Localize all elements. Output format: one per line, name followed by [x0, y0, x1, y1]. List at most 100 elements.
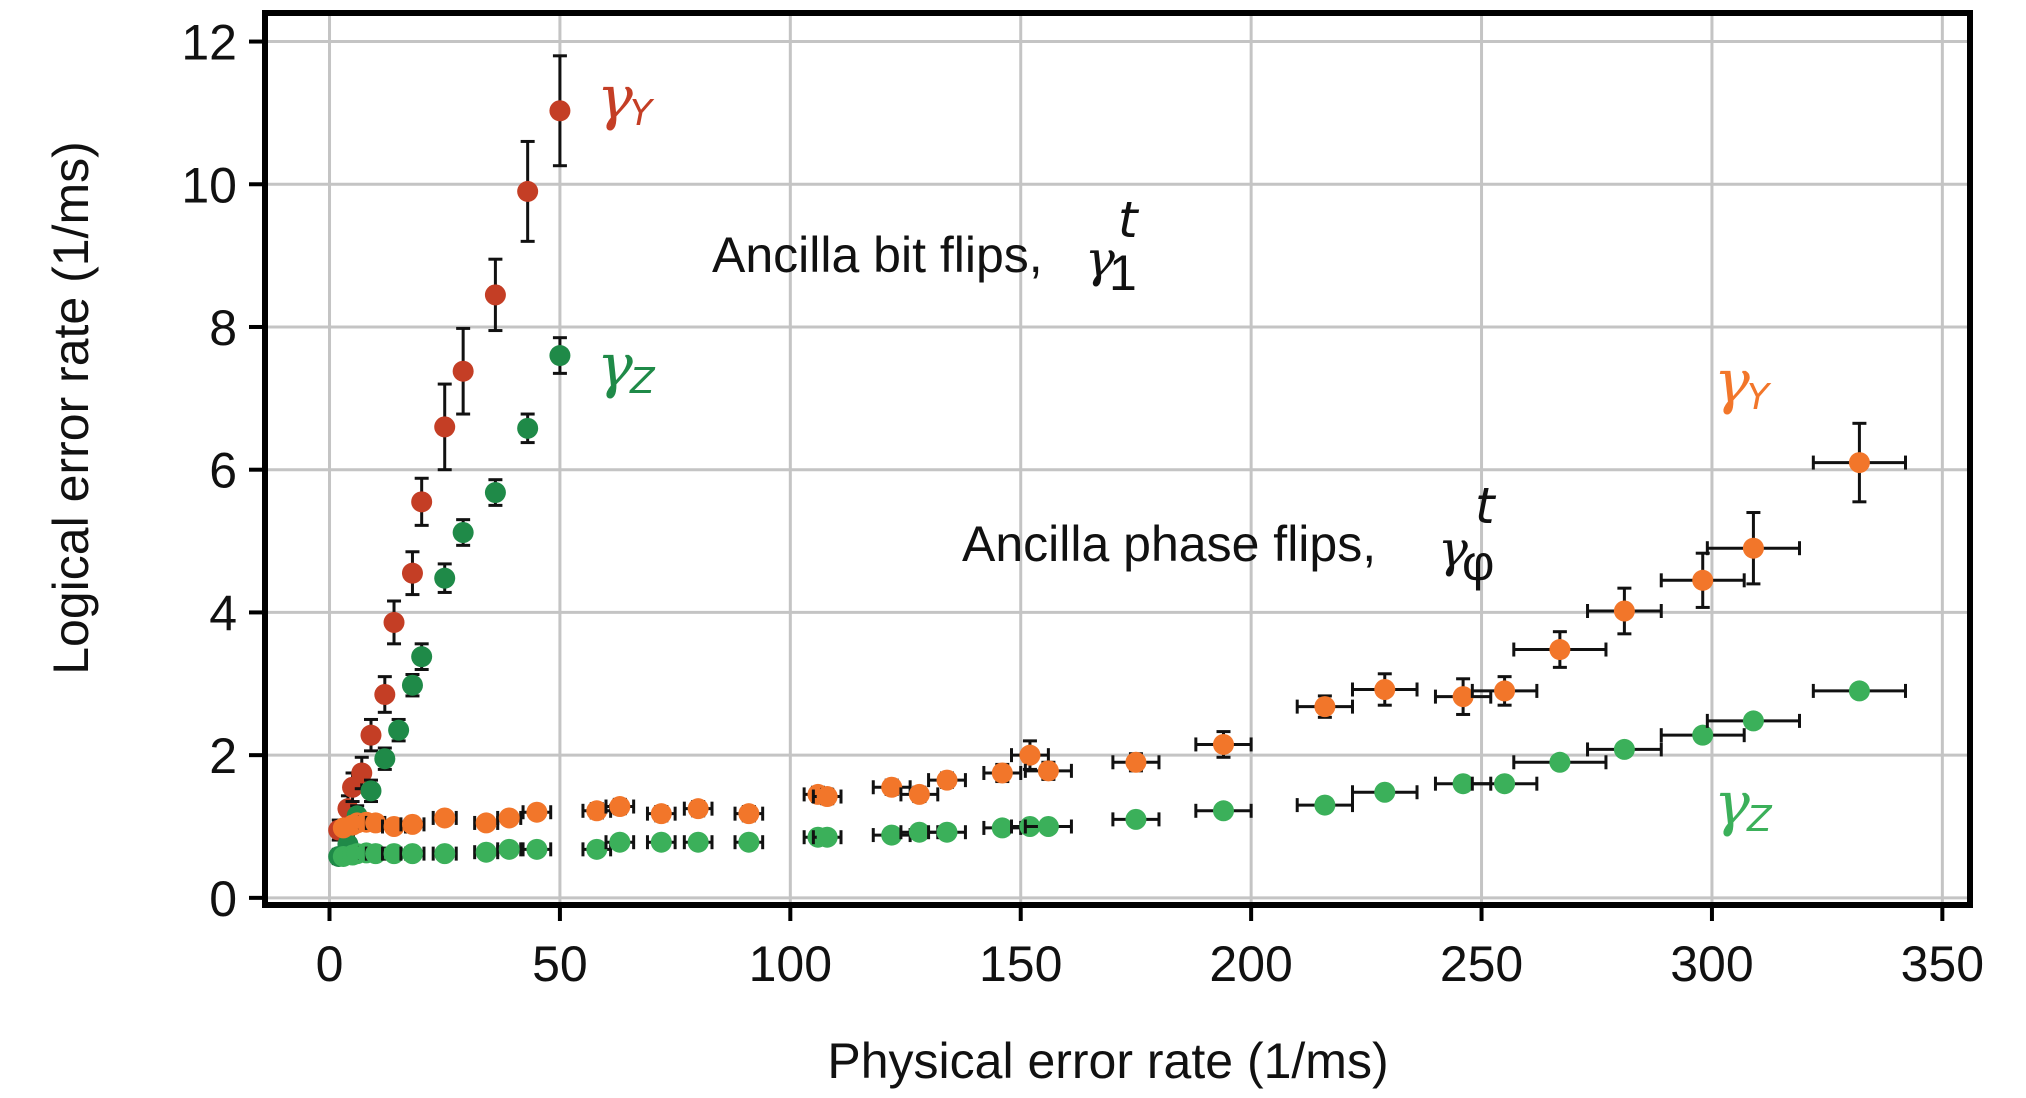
data-point [411, 646, 433, 668]
data-point [816, 786, 838, 808]
series-label-subscript: Y [1747, 377, 1772, 418]
data-point [687, 831, 709, 853]
data-point [498, 807, 520, 829]
data-point [452, 522, 474, 544]
data-point [586, 838, 608, 860]
data-point [401, 674, 423, 696]
data-point [1037, 816, 1059, 838]
data-point [401, 843, 423, 865]
data-point [434, 843, 456, 865]
data-point [1374, 678, 1396, 700]
data-point [475, 812, 497, 834]
series-label-symbol: γ [1714, 769, 1750, 839]
data-point [609, 831, 631, 853]
gamma-symbol: γ [1438, 520, 1468, 578]
series-label-subscript: Z [629, 361, 656, 402]
data-point [365, 812, 387, 834]
y-tick-label: 10 [181, 157, 237, 213]
error-bar [1705, 511, 1801, 586]
data-point [526, 838, 548, 860]
data-point [498, 838, 520, 860]
data-point [484, 482, 506, 504]
plot-frame [262, 10, 1973, 908]
data-point [609, 796, 631, 818]
data-point [881, 824, 903, 846]
data-point [738, 803, 760, 825]
data-point [401, 813, 423, 835]
data-point [991, 762, 1013, 784]
data-point [1742, 710, 1764, 732]
x-tick-label: 200 [1209, 936, 1292, 992]
data-point [1452, 773, 1474, 795]
grid [265, 13, 1970, 905]
data-point [383, 816, 405, 838]
series-label-symbol: γ [597, 63, 633, 133]
data-point [1613, 600, 1635, 622]
data-point [1549, 639, 1571, 661]
data-point [484, 284, 506, 306]
data-point [374, 748, 396, 770]
series-label-subscript: Z [1746, 799, 1773, 840]
x-tick-label: 300 [1670, 936, 1753, 992]
data-point [586, 800, 608, 822]
annotation-subscript: φ [1462, 535, 1494, 591]
annotation-phase-flips-label: Ancilla phase flips, [962, 516, 1376, 572]
data-point [650, 831, 672, 853]
data-point [881, 776, 903, 798]
y-axis-title: Logical error rate (1/ms) [43, 141, 99, 675]
series-phase_gY [332, 421, 1907, 839]
data-point [1848, 680, 1870, 702]
annotation-phase-flips: Ancilla phase flips, γ t φ [962, 477, 1497, 591]
y-tick-label: 12 [181, 15, 237, 71]
x-tick-label: 350 [1901, 936, 1984, 992]
data-point [908, 783, 930, 805]
data-point [936, 769, 958, 791]
data-point [1314, 794, 1336, 816]
data-point [1742, 537, 1764, 559]
data-point [1549, 751, 1571, 773]
data-point [1848, 452, 1870, 474]
data-point [360, 724, 382, 746]
x-tick-label: 250 [1440, 936, 1523, 992]
annotation-subscript: 1 [1109, 245, 1137, 301]
series-label-symbol: γ [1714, 347, 1750, 417]
x-axis-title: Physical error rate (1/ms) [827, 1033, 1388, 1089]
data-point [526, 801, 548, 823]
data-point [383, 611, 405, 633]
series-label-subscript: Y [630, 93, 655, 134]
y-tick-label: 6 [209, 443, 237, 499]
data-point [687, 798, 709, 820]
data-point [434, 567, 456, 589]
data-point [351, 762, 373, 784]
series-label-bit-gZ: γ Z [597, 331, 656, 402]
data-point [383, 843, 405, 865]
y-tick-label: 8 [209, 300, 237, 356]
series-label-bit-gY: γ Y [597, 63, 655, 134]
x-tick-label: 0 [316, 936, 344, 992]
data-point [434, 807, 456, 829]
data-point [1125, 751, 1147, 773]
data-point [517, 417, 539, 439]
data-point [374, 683, 396, 705]
data-point [738, 831, 760, 853]
data-point [452, 360, 474, 382]
annotation-bit-flips-label: Ancilla bit flips, [712, 227, 1043, 283]
data-point [411, 491, 433, 513]
data-point [1494, 680, 1516, 702]
data-point [1314, 696, 1336, 718]
data-point [816, 826, 838, 848]
data-point [388, 719, 410, 741]
data-point [1212, 733, 1234, 755]
series-label-phase-gZ: γ Z [1714, 769, 1773, 840]
series-label-phase-gY: γ Y [1714, 347, 1772, 418]
data-point [650, 803, 672, 825]
y-tick-label: 0 [209, 871, 237, 927]
x-tick-label: 100 [749, 936, 832, 992]
data-point [434, 416, 456, 438]
data-point [365, 843, 387, 865]
data-point [1692, 724, 1714, 746]
series-label-symbol: γ [597, 331, 633, 401]
data-point [1692, 569, 1714, 591]
y-tick-label: 2 [209, 728, 237, 784]
